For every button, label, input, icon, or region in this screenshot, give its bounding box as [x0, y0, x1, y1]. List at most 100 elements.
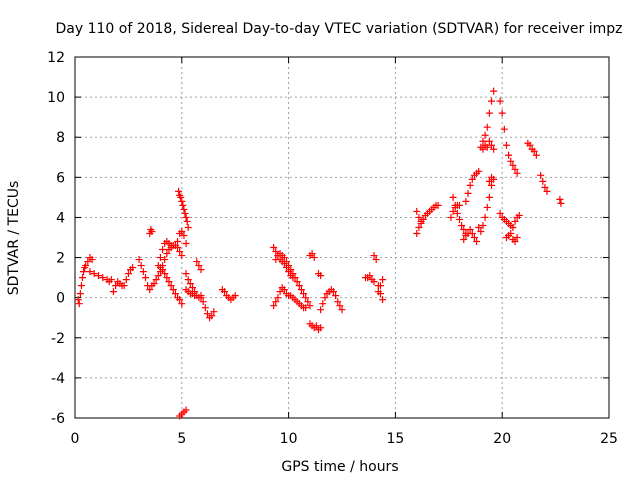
- data-point: [317, 272, 325, 280]
- series-arc-35: [479, 137, 498, 153]
- data-point: [280, 254, 288, 262]
- data-point: [197, 292, 205, 300]
- series-arc-39: [496, 209, 523, 231]
- data-point: [274, 294, 282, 302]
- data-point: [334, 298, 342, 306]
- data-point: [379, 276, 387, 284]
- series-arc-4: [109, 278, 128, 296]
- series-arc-14: [182, 270, 199, 296]
- data-point: [146, 286, 154, 294]
- grid-lines: [75, 57, 609, 418]
- data-point: [139, 268, 147, 276]
- series-arc-25: [361, 272, 378, 286]
- series-arc-31: [447, 201, 463, 221]
- data-point: [539, 177, 547, 185]
- data-point: [270, 302, 278, 310]
- data-point: [176, 296, 184, 304]
- data-point: [178, 227, 186, 235]
- data-point: [289, 270, 297, 278]
- data-point: [415, 213, 423, 221]
- data-point: [336, 302, 344, 310]
- data-point: [80, 268, 88, 276]
- data-point: [470, 234, 478, 241]
- data-point: [502, 141, 510, 149]
- series-arc-6: [135, 256, 154, 294]
- data-point: [447, 213, 455, 221]
- data-point: [197, 266, 205, 274]
- data-point: [376, 282, 384, 290]
- data-point: [210, 308, 218, 316]
- data-point: [415, 223, 423, 231]
- data-point: [466, 181, 474, 189]
- data-point: [485, 109, 493, 117]
- series-arc-36: [477, 181, 496, 235]
- series-arc-37: [485, 173, 498, 185]
- data-point: [338, 306, 346, 314]
- data-point: [541, 183, 549, 191]
- chart-title: Day 110 of 2018, Sidereal Day-to-day VTE…: [56, 21, 623, 37]
- data-point: [178, 197, 186, 205]
- data-point: [141, 274, 149, 282]
- data-point: [75, 300, 83, 308]
- data-point: [159, 246, 167, 254]
- data-point: [124, 270, 132, 278]
- series-arc-34: [477, 87, 498, 151]
- data-point: [483, 203, 491, 211]
- data-point: [310, 254, 318, 262]
- data-point: [282, 258, 290, 266]
- series-arc-20: [272, 250, 314, 310]
- data-point: [513, 169, 521, 177]
- data-point: [77, 282, 85, 290]
- series-arc-32: [462, 167, 483, 205]
- data-point: [379, 296, 387, 304]
- data-point: [129, 264, 137, 272]
- series-arc-43: [556, 195, 565, 207]
- data-point: [475, 223, 483, 231]
- data-point: [372, 256, 380, 264]
- data-point: [195, 262, 203, 270]
- data-point: [483, 143, 491, 151]
- y-tick-labels: -6 -4 -2 0 2 4 6 8 10 12: [47, 50, 65, 427]
- data-point: [159, 266, 167, 274]
- data-point: [184, 223, 192, 231]
- data-point: [530, 147, 538, 155]
- data-point: [475, 167, 483, 175]
- series-arc-7: [146, 225, 156, 237]
- data-point: [182, 240, 190, 248]
- series-arc-13: [176, 406, 190, 420]
- data-point: [199, 298, 207, 306]
- data-point: [175, 187, 183, 195]
- data-point: [511, 238, 519, 246]
- data-point: [496, 209, 504, 217]
- data-point: [86, 268, 94, 276]
- series-arc-33: [460, 223, 483, 246]
- series-arc-38: [496, 97, 521, 177]
- data-point: [458, 221, 466, 229]
- data-point: [455, 201, 463, 209]
- data-point: [154, 272, 162, 280]
- x-tick-labels: 0 5 10 15 20 25: [71, 431, 618, 447]
- series-arc-11: [174, 227, 190, 248]
- y-tick-label: -2: [51, 331, 65, 347]
- data-point: [165, 278, 173, 286]
- data-point: [515, 211, 523, 219]
- data-point: [317, 324, 325, 332]
- data-point: [84, 258, 92, 266]
- data-point: [297, 286, 305, 294]
- data-point: [287, 266, 295, 274]
- x-tick-label: 15: [386, 431, 404, 447]
- data-point: [76, 290, 84, 298]
- data-point: [177, 193, 185, 201]
- data-point: [74, 296, 82, 304]
- series-arc-17: [197, 292, 218, 322]
- data-point: [169, 286, 177, 294]
- data-point: [329, 288, 337, 296]
- y-tick-label: 0: [56, 291, 65, 307]
- data-point: [174, 244, 182, 252]
- data-point: [295, 282, 303, 290]
- series-arc-24: [317, 286, 346, 314]
- series-arc-16: [193, 258, 205, 274]
- data-point: [321, 294, 329, 302]
- data-point: [178, 300, 186, 308]
